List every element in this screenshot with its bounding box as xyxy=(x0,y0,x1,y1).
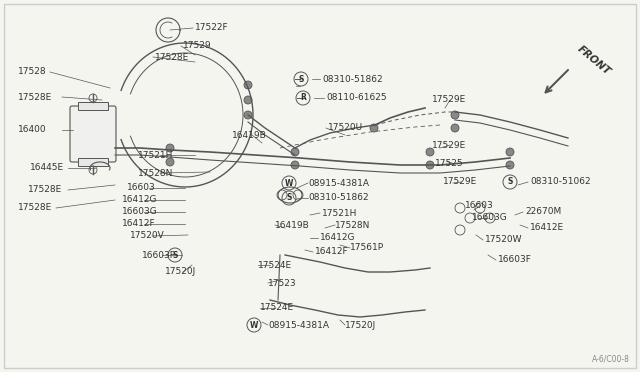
Text: 17528N: 17528N xyxy=(138,169,173,177)
Circle shape xyxy=(426,148,434,156)
Text: 08310-51062: 08310-51062 xyxy=(530,177,591,186)
Text: R: R xyxy=(300,93,306,103)
Text: W: W xyxy=(285,179,293,187)
Text: 16603F: 16603F xyxy=(142,250,176,260)
Text: 08915-4381A: 08915-4381A xyxy=(268,321,329,330)
Text: 17529E: 17529E xyxy=(432,141,467,150)
Circle shape xyxy=(451,111,459,119)
Text: 22670M: 22670M xyxy=(525,208,561,217)
Text: 17529: 17529 xyxy=(183,42,212,51)
Text: 16412G: 16412G xyxy=(122,196,157,205)
Text: 17529E: 17529E xyxy=(432,96,467,105)
Text: 16603F: 16603F xyxy=(498,256,532,264)
Text: 16412E: 16412E xyxy=(530,224,564,232)
Text: 17520W: 17520W xyxy=(485,235,522,244)
Text: 17523: 17523 xyxy=(268,279,296,288)
Text: 17525: 17525 xyxy=(435,158,463,167)
Text: 17524E: 17524E xyxy=(260,304,294,312)
Text: 17521H: 17521H xyxy=(322,208,357,218)
Text: 16603: 16603 xyxy=(127,183,156,192)
Text: 17528E: 17528E xyxy=(155,52,189,61)
Text: 17521H: 17521H xyxy=(138,151,173,160)
Circle shape xyxy=(426,161,434,169)
Text: 17520J: 17520J xyxy=(345,321,376,330)
Text: 17520U: 17520U xyxy=(328,124,363,132)
Text: 08915-4381A: 08915-4381A xyxy=(308,179,369,187)
Text: 17524E: 17524E xyxy=(258,260,292,269)
Text: S: S xyxy=(172,250,178,260)
Text: 16419B: 16419B xyxy=(275,221,310,230)
Circle shape xyxy=(244,111,252,119)
Circle shape xyxy=(451,124,459,132)
Bar xyxy=(78,102,108,110)
Text: S: S xyxy=(298,74,304,83)
Text: 16419B: 16419B xyxy=(232,131,267,140)
Text: 16400: 16400 xyxy=(18,125,47,135)
Circle shape xyxy=(370,124,378,132)
Text: 08110-61625: 08110-61625 xyxy=(326,93,387,103)
Text: 17520V: 17520V xyxy=(130,231,164,241)
Circle shape xyxy=(506,161,514,169)
Text: 17561P: 17561P xyxy=(350,244,384,253)
Text: 16603G: 16603G xyxy=(472,214,508,222)
Circle shape xyxy=(506,148,514,156)
Text: A-6/C00-8: A-6/C00-8 xyxy=(592,355,630,364)
Text: 16603G: 16603G xyxy=(122,208,157,217)
Text: 16412F: 16412F xyxy=(315,247,349,257)
Bar xyxy=(78,158,108,166)
Circle shape xyxy=(244,81,252,89)
Circle shape xyxy=(291,161,299,169)
Text: 16603: 16603 xyxy=(465,201,493,209)
Circle shape xyxy=(244,96,252,104)
Text: 17522F: 17522F xyxy=(195,23,228,32)
Text: 17528N: 17528N xyxy=(335,221,371,230)
Circle shape xyxy=(166,158,174,166)
FancyBboxPatch shape xyxy=(70,106,116,162)
Text: 08310-51862: 08310-51862 xyxy=(322,74,383,83)
Circle shape xyxy=(166,144,174,152)
Text: 17520J: 17520J xyxy=(165,267,196,276)
Text: 17529E: 17529E xyxy=(443,177,477,186)
Circle shape xyxy=(291,148,299,156)
Text: 16412G: 16412G xyxy=(320,234,355,243)
Text: S: S xyxy=(286,193,292,202)
Text: 16412F: 16412F xyxy=(122,219,156,228)
Text: 17528E: 17528E xyxy=(28,186,62,195)
Text: S: S xyxy=(508,177,513,186)
Text: W: W xyxy=(250,321,258,330)
Text: 08310-51862: 08310-51862 xyxy=(308,193,369,202)
Text: 16445E: 16445E xyxy=(30,164,64,173)
Text: 17528E: 17528E xyxy=(18,93,52,102)
Text: FRONT: FRONT xyxy=(575,44,612,77)
Text: 17528: 17528 xyxy=(18,67,47,77)
Text: 17528E: 17528E xyxy=(18,203,52,212)
